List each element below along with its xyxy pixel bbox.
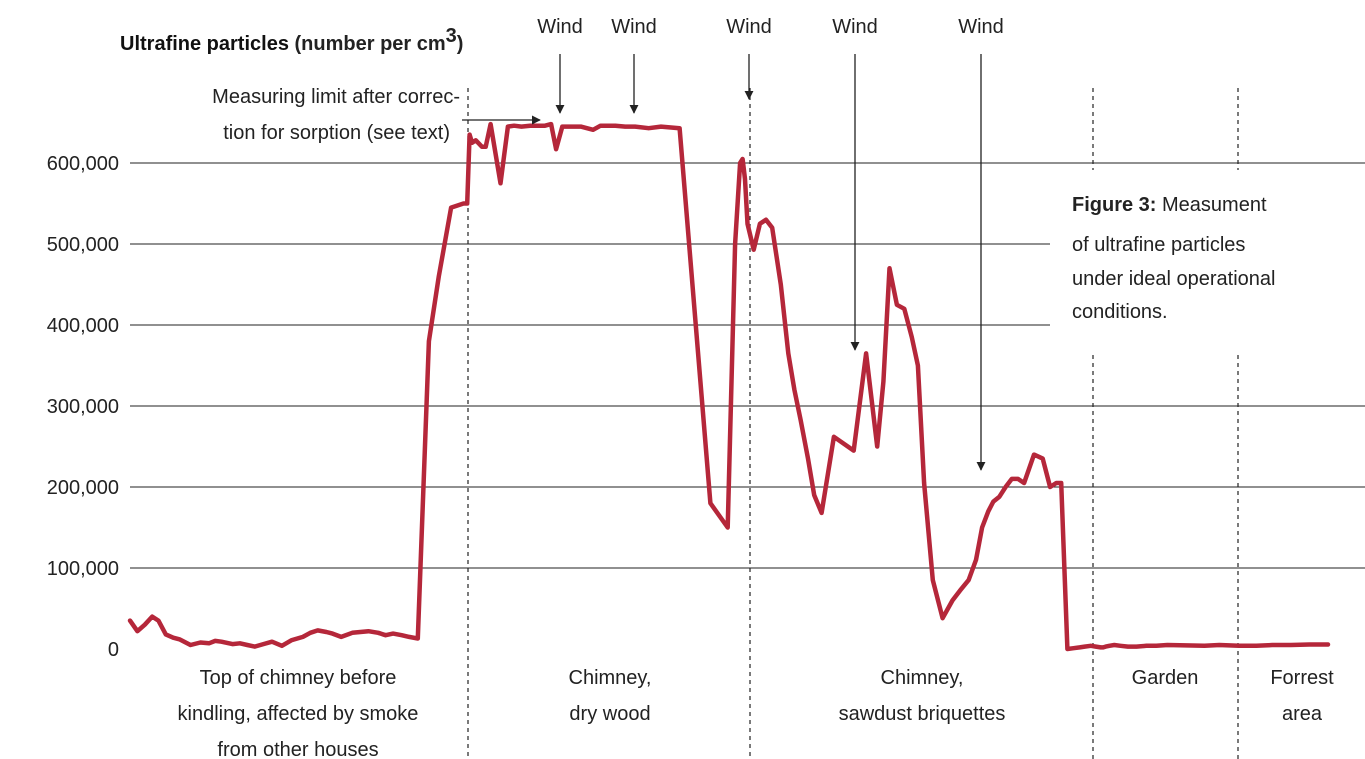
y-tick-label: 600,000 bbox=[47, 153, 119, 175]
y-axis-ticks: 0 100,000 200,000 300,000 400,000 500,000 600,… bbox=[47, 153, 119, 661]
wind-label-5: Wind bbox=[958, 16, 1004, 38]
region-label-3: sawdust briquettes bbox=[839, 703, 1006, 725]
region-label-1: Top of chimney before bbox=[200, 667, 397, 689]
y-tick-label: 200,000 bbox=[47, 477, 119, 499]
wind-label-4: Wind bbox=[832, 16, 878, 38]
chart-title: Ultrafine particles (number per cm3) bbox=[120, 25, 463, 55]
y-tick-label: 500,000 bbox=[47, 234, 119, 256]
region-dividers bbox=[467, 88, 1239, 759]
svg-text:Figure 3: Measument: Figure 3: Measument bbox=[1072, 194, 1267, 216]
wind-label-3: Wind bbox=[726, 16, 772, 38]
measuring-limit-line-1: Measuring limit after correc- bbox=[212, 86, 460, 108]
particle-count-line bbox=[127, 121, 1331, 652]
region-label-5: area bbox=[1282, 703, 1323, 725]
region-label-2: Chimney, bbox=[569, 667, 652, 689]
y-tick-label: 100,000 bbox=[47, 558, 119, 580]
figure-caption: Figure 3: Measument of ultrafine particl… bbox=[1072, 194, 1276, 323]
y-tick-label: 400,000 bbox=[47, 315, 119, 337]
y-tick-label: 0 bbox=[108, 639, 119, 661]
region-label-3: Chimney, bbox=[881, 667, 964, 689]
caption-line-1: Measument bbox=[1156, 194, 1266, 216]
caption-line-2: of ultrafine particles bbox=[1072, 234, 1245, 256]
grid bbox=[130, 162, 1365, 569]
y-tick-label: 300,000 bbox=[47, 396, 119, 418]
region-label-1: from other houses bbox=[217, 739, 378, 759]
caption-line-4: conditions. bbox=[1072, 301, 1168, 323]
wind-label-1: Wind bbox=[537, 16, 583, 38]
caption-label: Figure 3: bbox=[1072, 194, 1156, 216]
region-label-1: kindling, affected by smoke bbox=[178, 703, 419, 725]
region-label-5: Forrest bbox=[1270, 667, 1334, 689]
region-label-2: dry wood bbox=[569, 703, 650, 725]
caption-line-3: under ideal operational bbox=[1072, 268, 1276, 290]
series bbox=[127, 121, 1331, 652]
measuring-limit-line-2: tion for sorption (see text) bbox=[223, 122, 450, 144]
annotations: Wind Wind Wind Wind Wind Measuring limit afte… bbox=[212, 16, 1004, 471]
region-labels: Top of chimney before kindling, affected … bbox=[178, 667, 1335, 759]
wind-label-2: Wind bbox=[611, 16, 657, 38]
region-label-4: Garden bbox=[1132, 667, 1199, 689]
